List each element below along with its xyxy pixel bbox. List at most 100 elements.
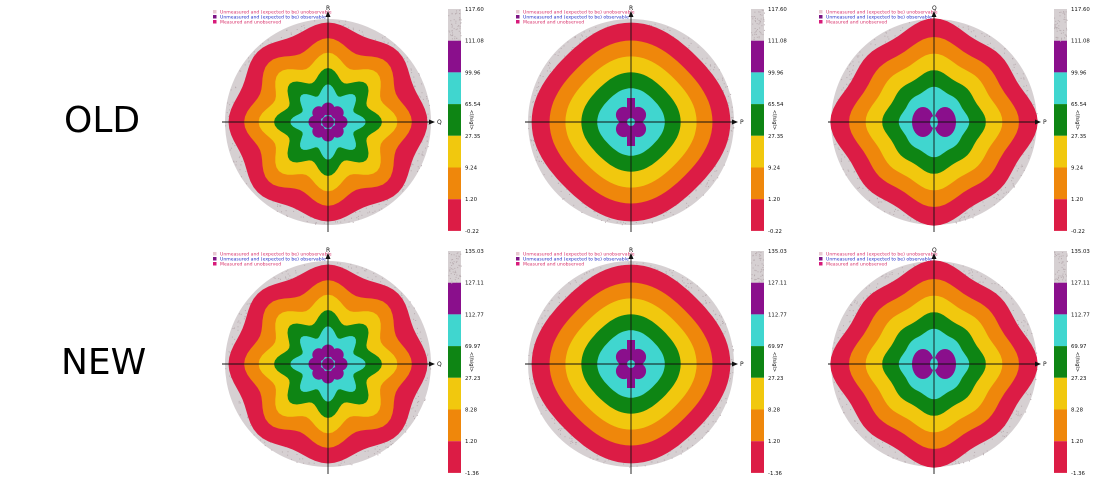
colorbar-tick-label: 1.20 — [1071, 439, 1084, 445]
colorbar-segment — [448, 136, 461, 168]
colorbar-tick-label: -1.36 — [1071, 471, 1086, 477]
axis-label-right: P — [1043, 119, 1047, 126]
colorbar-tick-label: 117.60 — [768, 7, 787, 13]
colorbar-tick-label: 135.03 — [465, 249, 484, 255]
heatmap-panel: Unmeasured and (expected to be) unobserv… — [819, 5, 1090, 235]
colorbar-segment — [448, 199, 461, 231]
colorbar-tick-label: 99.96 — [465, 70, 481, 76]
colorbar-segment — [448, 41, 461, 73]
colorbar-tick-label: -0.22 — [465, 229, 479, 235]
colorbar-segment — [751, 283, 764, 315]
colorbar-segment — [448, 346, 461, 378]
colorbar-segment — [448, 72, 461, 104]
colorbar-tick-label: 1.20 — [1071, 197, 1084, 203]
colorbar-segment — [751, 199, 764, 231]
colorbar-tick-label: 27.35 — [465, 134, 480, 140]
legend-swatch — [819, 10, 823, 14]
colorbar-tick-label: 112.77 — [1071, 312, 1090, 318]
colorbar-segment — [1054, 168, 1067, 200]
colorbar-segment — [1054, 41, 1067, 73]
axis-arrow — [1035, 362, 1041, 367]
colorbar-tick-label: 8.28 — [768, 408, 781, 414]
colorbar-tick-label: 8.28 — [465, 408, 478, 414]
legend-entry: Measured and unobserved — [220, 20, 281, 26]
colorbar-tick-label: 111.08 — [1071, 39, 1090, 45]
colorbar-segment — [751, 9, 764, 41]
axis-arrow — [732, 362, 738, 367]
colorbar-segment — [751, 72, 764, 104]
legend-swatch — [819, 257, 823, 261]
legend-swatch — [213, 252, 217, 256]
colorbar-tick-label: 1.20 — [768, 197, 781, 203]
colorbar-segment — [448, 283, 461, 315]
plot-panels: Unmeasured and (expected to be) unobserv… — [0, 0, 1106, 484]
colorbar-tick-label: 9.24 — [1071, 166, 1084, 172]
colorbar-tick-label: 127.11 — [1071, 281, 1090, 287]
colorbar-segment — [448, 378, 461, 410]
colorbar-tick-label: 27.35 — [1071, 134, 1086, 140]
colorbar-title: <I/sigI> — [771, 352, 777, 372]
legend-swatch — [516, 10, 520, 14]
axis-label-top: R — [629, 247, 633, 254]
colorbar-segment — [1054, 72, 1067, 104]
axis-arrow — [1035, 120, 1041, 125]
colorbar-tick-label: 27.35 — [768, 134, 783, 140]
colorbar-tick-label: 65.54 — [768, 102, 784, 108]
colorbar-tick-label: -1.36 — [465, 471, 480, 477]
colorbar-tick-label: 127.11 — [768, 281, 787, 287]
axis-label-right: Q — [437, 361, 442, 368]
axis-label-right: P — [740, 119, 744, 126]
colorbar-tick-label: 27.23 — [768, 376, 783, 382]
colorbar-tick-label: 111.08 — [768, 39, 787, 45]
colorbar-segment — [1054, 104, 1067, 136]
colorbar-title: <I/sigI> — [1074, 110, 1080, 130]
axis-label-right: P — [1043, 361, 1047, 368]
colorbar-segment — [1054, 283, 1067, 315]
colorbar-segment — [1054, 441, 1067, 473]
axis-arrow — [429, 362, 435, 367]
legend-swatch — [516, 20, 520, 24]
colorbar-segment — [448, 441, 461, 473]
heatmap-panel: Unmeasured and (expected to be) unobserv… — [819, 247, 1090, 477]
colorbar-tick-label: 8.28 — [1071, 408, 1084, 414]
axis-label-top: R — [326, 247, 330, 254]
axis-label-right: Q — [437, 119, 442, 126]
colorbar-tick-label: 69.97 — [1071, 344, 1086, 350]
colorbar-segment — [751, 441, 764, 473]
legend-swatch — [213, 20, 217, 24]
colorbar-tick-label: -0.22 — [768, 229, 782, 235]
colorbar-tick-label: 135.03 — [1071, 249, 1090, 255]
colorbar-tick-label: 69.97 — [768, 344, 783, 350]
colorbar-segment — [1054, 410, 1067, 442]
heatmap-panel: Unmeasured and (expected to be) unobserv… — [516, 5, 787, 235]
colorbar-segment — [751, 410, 764, 442]
legend-swatch — [213, 10, 217, 14]
colorbar-segment — [1054, 136, 1067, 168]
colorbar-segment — [448, 314, 461, 346]
axis-label-right: P — [740, 361, 744, 368]
colorbar-title: <I/sigI> — [468, 352, 474, 372]
legend-swatch — [516, 262, 520, 266]
colorbar-tick-label: 27.23 — [1071, 376, 1086, 382]
colorbar-tick-label: 1.20 — [465, 197, 478, 203]
legend-swatch — [819, 20, 823, 24]
colorbar-segment — [1054, 378, 1067, 410]
colorbar-segment — [751, 346, 764, 378]
colorbar-segment — [751, 378, 764, 410]
colorbar-tick-label: 9.24 — [768, 166, 781, 172]
legend-entry: Measured and unobserved — [523, 262, 584, 268]
colorbar-segment — [1054, 314, 1067, 346]
colorbar-segment — [751, 168, 764, 200]
colorbar-tick-label: 99.96 — [1071, 70, 1087, 76]
heatmap-panel: Unmeasured and (expected to be) unobserv… — [516, 247, 787, 477]
colorbar-title: <I/sigI> — [771, 110, 777, 130]
legend-entry: Measured and unobserved — [220, 262, 281, 268]
legend-entry: Measured and unobserved — [523, 20, 584, 26]
colorbar-tick-label: 65.54 — [465, 102, 481, 108]
axis-label-top: R — [326, 5, 330, 12]
heatmap-panel: Unmeasured and (expected to be) unobserv… — [213, 247, 484, 477]
legend-swatch — [819, 252, 823, 256]
central-blob — [331, 348, 344, 361]
colorbar-segment — [1054, 346, 1067, 378]
colorbar-tick-label: -1.36 — [768, 471, 783, 477]
